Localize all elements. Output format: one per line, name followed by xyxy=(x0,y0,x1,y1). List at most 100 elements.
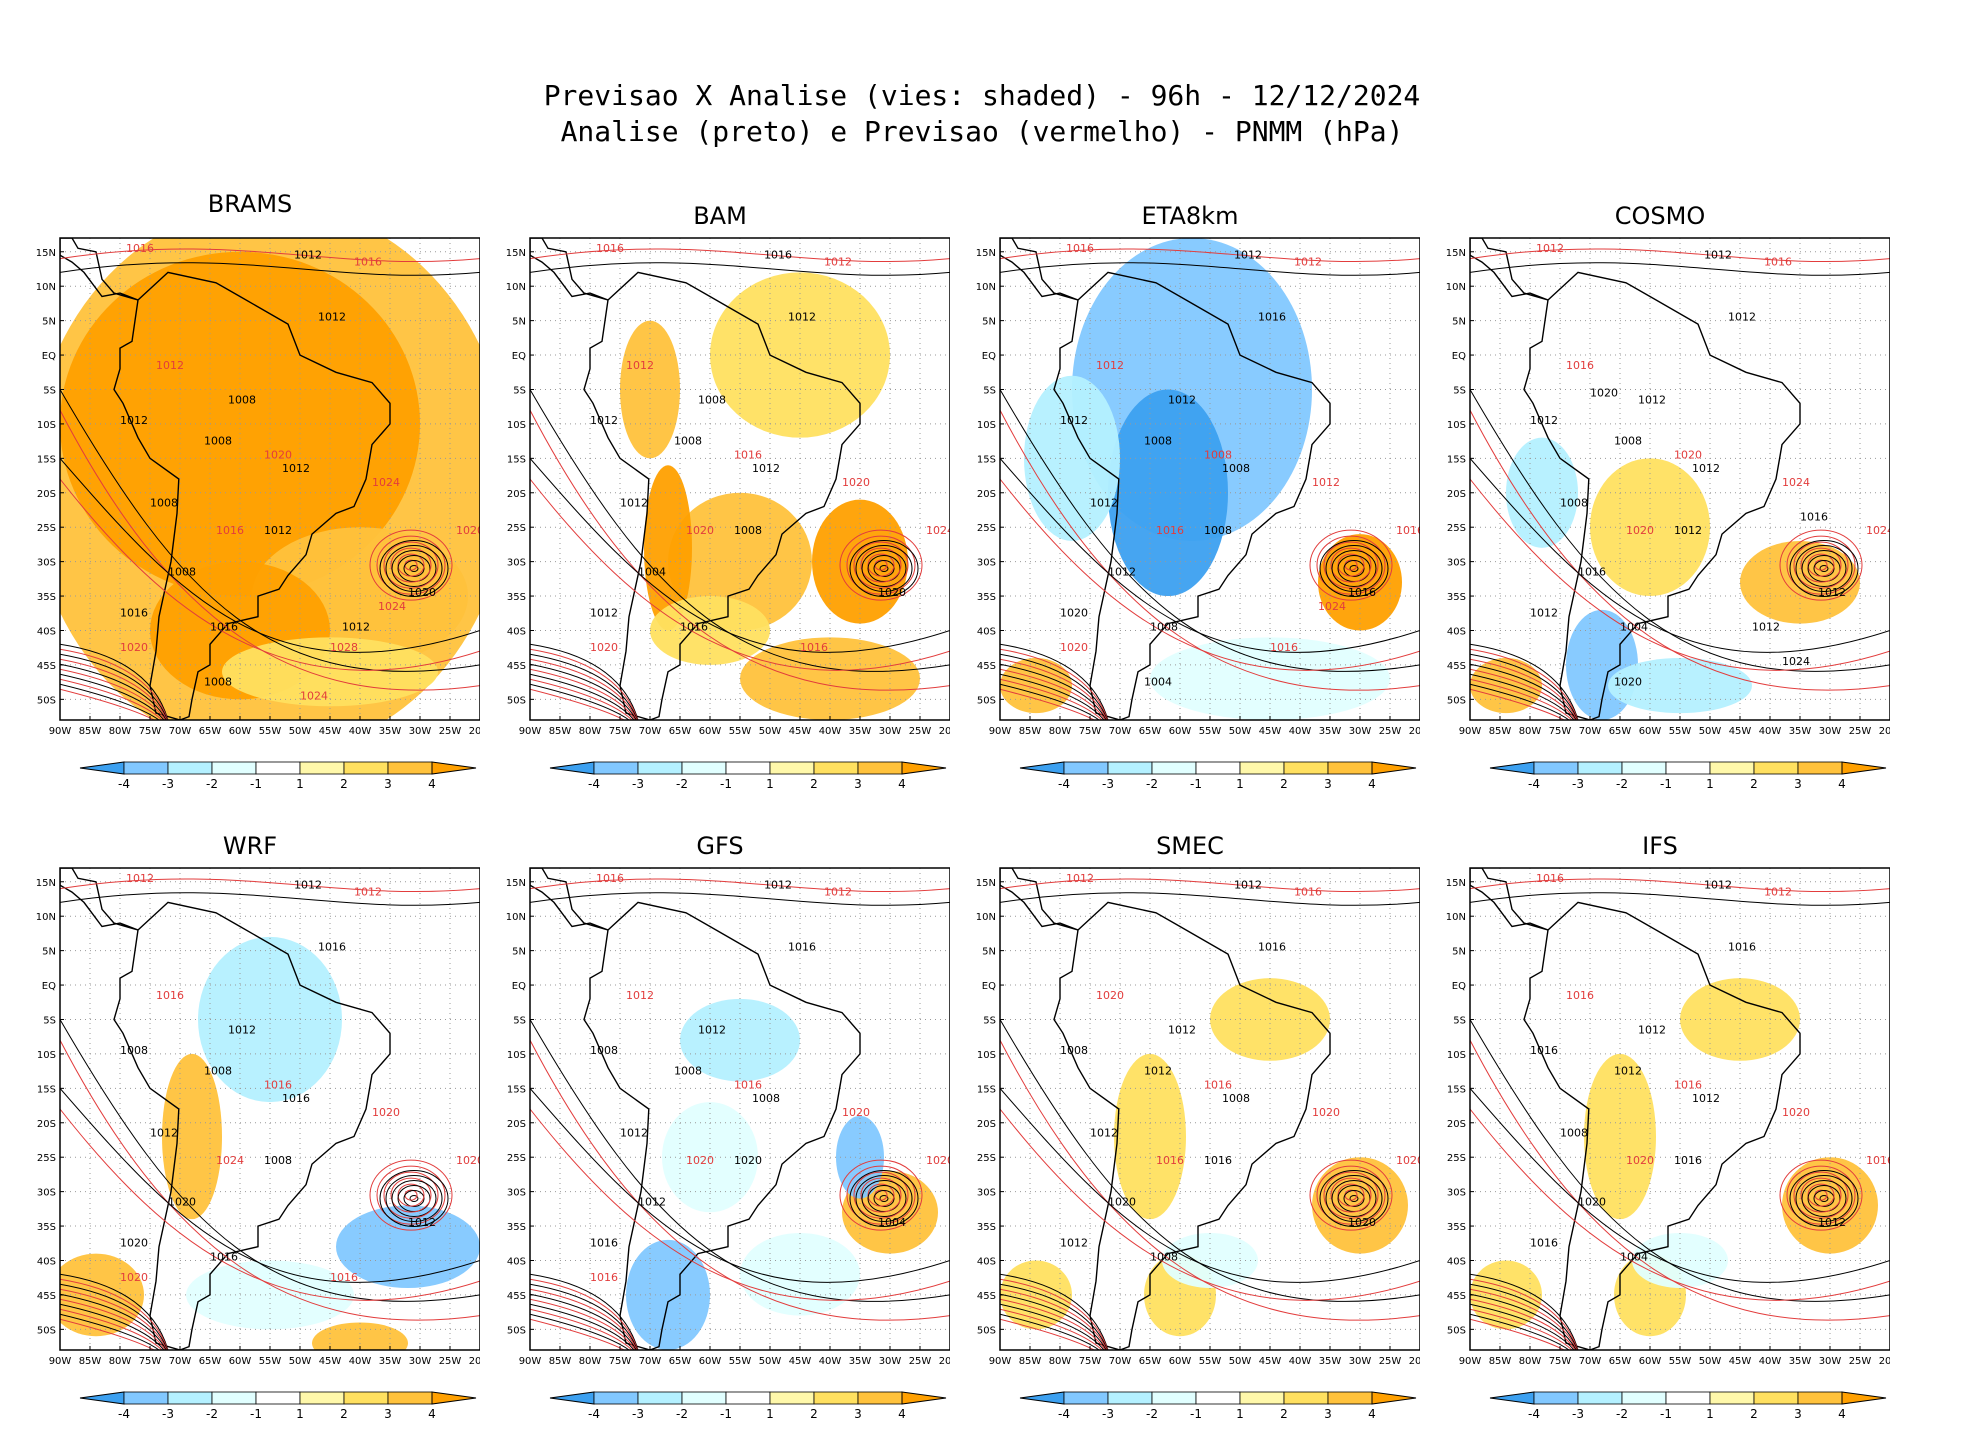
panel-title: ETA8km xyxy=(1141,202,1239,230)
lat-tick-label: 15N xyxy=(506,878,526,889)
lon-tick-label: 85W xyxy=(1489,726,1512,737)
lat-tick-label: 30S xyxy=(1447,1188,1466,1199)
forecast-isobar-label: 1016 xyxy=(1566,359,1594,372)
colorbar-label: -2 xyxy=(1146,1407,1158,1421)
analysis-isobar-label: 1012 xyxy=(228,1023,256,1036)
bias-area xyxy=(1318,534,1402,631)
colorbar-label: 1 xyxy=(296,777,304,791)
lon-tick-label: 70W xyxy=(169,1356,192,1367)
lat-tick-label: 15S xyxy=(1447,1084,1466,1095)
forecast-isobar-label: 1024 xyxy=(300,689,328,702)
forecast-isobar-label: 1020 xyxy=(590,641,618,654)
lon-tick-label: 45W xyxy=(789,1356,812,1367)
analysis-isobar-label: 1024 xyxy=(1782,655,1810,668)
analysis-isobar-label: 1016 xyxy=(1258,311,1286,324)
bias-area xyxy=(1506,437,1578,548)
lon-tick-label: 45W xyxy=(1729,726,1752,737)
panel-wrf: WRF 1012 1016 1012 1008 1008 1012 1016 1008 1020 1… xyxy=(20,810,480,1450)
analysis-isobar-label: 1020 xyxy=(1590,386,1618,399)
forecast-isobar-label: 1024 xyxy=(372,476,400,489)
colorbar-label: -3 xyxy=(1102,777,1114,791)
analysis-isobar-label: 1008 xyxy=(1150,620,1178,633)
south-america-coastline xyxy=(1523,901,1801,1350)
lat-tick-label: 35S xyxy=(507,592,526,603)
colorbar-label: 4 xyxy=(1368,1407,1376,1421)
analysis-isobar-label: 1012 xyxy=(1638,1023,1666,1036)
lat-tick-label: 50S xyxy=(1447,1325,1466,1336)
lon-tick-label: 60W xyxy=(1169,726,1192,737)
forecast-isobar-label: 1020 xyxy=(1626,524,1654,537)
analysis-isobar-label: 1016 xyxy=(1530,1044,1558,1057)
south-america-coastline xyxy=(1053,901,1331,1350)
lat-tick-label: 40S xyxy=(37,626,56,637)
lon-tick-label: 55W xyxy=(729,1356,752,1367)
bias-area xyxy=(162,1053,222,1220)
colorbar: -4 -3 -2 -1 1 2 3 4 xyxy=(549,761,947,791)
forecast-isobar-label: 1016 xyxy=(126,242,154,255)
lat-tick-label: 15N xyxy=(506,248,526,259)
lon-tick-label: 40W xyxy=(1289,1356,1312,1367)
lon-tick-label: 45W xyxy=(789,726,812,737)
lon-tick-label: 85W xyxy=(1019,1356,1042,1367)
lat-tick-label: 30S xyxy=(977,1188,996,1199)
analysis-isobar-label: 1016 xyxy=(120,607,148,620)
analysis-isobar-label: 1016 xyxy=(318,941,346,954)
forecast-isobar-label: 1016 xyxy=(596,242,624,255)
analysis-isobar-label: 1020 xyxy=(408,586,436,599)
analysis-isobar-label: 1012 xyxy=(1108,565,1136,578)
lon-tick-label: 45W xyxy=(1259,726,1282,737)
lat-tick-label: 25S xyxy=(37,523,56,534)
forecast-isobar-label: 1016 xyxy=(1066,242,1094,255)
lon-tick-label: 90W xyxy=(989,726,1012,737)
analysis-isobar-label: 1012 xyxy=(752,462,780,475)
lon-tick-label: 20W xyxy=(1879,1356,1890,1367)
lat-tick-label: 5N xyxy=(42,317,56,328)
forecast-isobar-label: 1016 xyxy=(734,1078,762,1091)
lon-tick-label: 60W xyxy=(1639,726,1662,737)
analysis-isobar-label: 1016 xyxy=(764,249,792,262)
lon-tick-label: 50W xyxy=(1229,726,1252,737)
lat-tick-label: 15S xyxy=(977,1084,996,1095)
colorbar-label: -1 xyxy=(720,1407,732,1421)
colorbar-label: -4 xyxy=(588,1407,600,1421)
lat-tick-label: 30S xyxy=(507,1188,526,1199)
colorbar-label: -3 xyxy=(1572,1407,1584,1421)
lat-tick-label: 5N xyxy=(1452,317,1466,328)
lon-tick-label: 60W xyxy=(1169,1356,1192,1367)
analysis-isobar-label: 1012 xyxy=(408,1216,436,1229)
analysis-isobar-label: 1008 xyxy=(590,1044,618,1057)
analysis-isobar-label: 1008 xyxy=(698,393,726,406)
lon-tick-label: 90W xyxy=(1459,726,1482,737)
lon-tick-label: 70W xyxy=(169,726,192,737)
lon-tick-label: 20W xyxy=(469,1356,480,1367)
lat-tick-label: 10S xyxy=(977,1050,996,1061)
analysis-isobar-label: 1012 xyxy=(1530,414,1558,427)
lat-tick-label: 5N xyxy=(982,317,996,328)
lat-tick-label: 25S xyxy=(977,1153,996,1164)
lon-tick-label: 70W xyxy=(1579,1356,1602,1367)
bias-area xyxy=(336,1205,480,1289)
lon-tick-label: 45W xyxy=(1729,1356,1752,1367)
analysis-isobar-label: 1004 xyxy=(1144,676,1172,689)
forecast-isobar-label: 1016 xyxy=(800,641,828,654)
south-america-coastline xyxy=(1523,271,1801,720)
lat-tick-label: 5S xyxy=(513,1015,526,1026)
lat-tick-label: EQ xyxy=(42,981,56,992)
lat-tick-label: EQ xyxy=(512,981,526,992)
lat-tick-label: 25S xyxy=(977,523,996,534)
colorbar-label: 3 xyxy=(384,777,392,791)
colorbar: -4 -3 -2 -1 1 2 3 4 xyxy=(1019,761,1417,791)
analysis-isobar-label: 1012 xyxy=(620,497,648,510)
lon-tick-label: 55W xyxy=(1199,1356,1222,1367)
forecast-isobar-label: 1016 xyxy=(590,1271,618,1284)
analysis-isobar-label: 1012 xyxy=(294,879,322,892)
forecast-isobar-label: 1016 xyxy=(596,872,624,885)
lat-tick-label: 10N xyxy=(976,912,996,923)
lon-tick-label: 60W xyxy=(1639,1356,1662,1367)
analysis-isobar-label: 1020 xyxy=(1108,1195,1136,1208)
colorbar-label: 2 xyxy=(1280,1407,1288,1421)
lat-tick-label: 10N xyxy=(506,282,526,293)
panel-title: BRAMS xyxy=(207,190,293,218)
colorbar-label: 4 xyxy=(1838,777,1846,791)
lon-tick-label: 80W xyxy=(109,726,132,737)
